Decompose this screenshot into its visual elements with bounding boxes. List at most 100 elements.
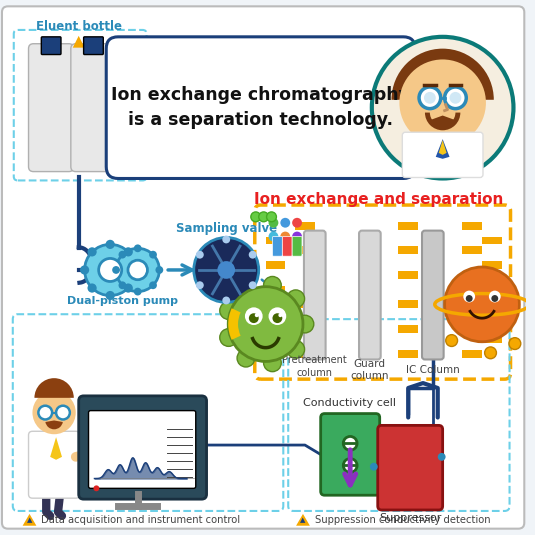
Circle shape [272,313,282,323]
Circle shape [343,458,357,472]
Circle shape [264,354,281,372]
Circle shape [228,287,303,362]
Bar [265,236,285,244]
Bar [462,271,482,279]
Circle shape [220,302,238,319]
Bar [295,246,315,254]
Circle shape [449,92,461,104]
Bar [462,325,482,333]
Circle shape [370,463,378,471]
Circle shape [269,307,286,325]
Text: Guard
column: Guard column [350,359,389,381]
Text: Data acquisition and instrument control: Data acquisition and instrument control [41,515,240,525]
Circle shape [509,338,521,349]
Circle shape [266,212,277,222]
Bar [265,261,285,269]
Circle shape [287,340,304,358]
Bar [399,350,418,357]
Circle shape [463,291,475,302]
Polygon shape [50,437,62,460]
Circle shape [249,313,259,323]
Circle shape [196,251,204,258]
Circle shape [269,232,278,241]
Bar [462,246,482,254]
Polygon shape [73,36,85,48]
Circle shape [223,296,230,304]
Circle shape [124,284,133,293]
Text: Dual-piston pump: Dual-piston pump [67,296,179,307]
Wedge shape [425,112,460,131]
Circle shape [343,437,357,450]
Text: Ion exchange chromatography
is a separation technology.: Ion exchange chromatography is a separat… [111,86,410,129]
Bar [399,325,418,333]
Circle shape [485,347,496,359]
Bar [265,335,285,343]
Circle shape [424,92,436,104]
Circle shape [112,266,120,274]
Polygon shape [22,514,36,526]
Wedge shape [34,378,74,398]
Text: Conductivity cell: Conductivity cell [303,398,396,408]
Bar [399,246,418,254]
Circle shape [296,315,314,333]
Circle shape [251,212,261,222]
Circle shape [149,281,157,289]
Circle shape [128,260,148,280]
Polygon shape [384,98,408,118]
Circle shape [194,238,259,302]
Text: Suppression conductivity detection: Suppression conductivity detection [315,515,491,525]
Bar [482,261,502,269]
FancyBboxPatch shape [83,37,103,55]
Circle shape [149,251,157,258]
Circle shape [223,235,230,243]
Circle shape [259,212,269,222]
Text: Suppressor: Suppressor [379,513,441,523]
Circle shape [116,248,159,292]
FancyBboxPatch shape [71,44,116,172]
FancyBboxPatch shape [320,414,380,495]
Circle shape [438,453,446,461]
Wedge shape [228,308,241,340]
Circle shape [269,218,278,228]
Wedge shape [392,49,494,100]
Circle shape [105,291,115,300]
Polygon shape [439,140,447,155]
Circle shape [124,247,133,256]
Text: ▲: ▲ [27,517,32,523]
Circle shape [255,313,259,317]
Circle shape [131,265,140,274]
Circle shape [372,37,514,179]
Circle shape [278,313,282,317]
Bar [462,301,482,308]
Circle shape [56,406,70,419]
Bar [399,271,418,279]
Bar [295,222,315,230]
Circle shape [292,218,302,228]
Circle shape [105,240,115,249]
Circle shape [419,87,441,109]
FancyBboxPatch shape [2,6,524,529]
Bar [462,222,482,230]
Circle shape [489,291,501,302]
FancyBboxPatch shape [304,231,326,360]
Circle shape [88,284,97,293]
Circle shape [237,349,255,367]
Text: Ion exchange and separation: Ion exchange and separation [254,192,503,207]
Polygon shape [296,514,310,526]
Circle shape [39,406,52,419]
Bar [482,236,502,244]
Circle shape [80,265,89,274]
Bar [265,286,285,294]
FancyBboxPatch shape [272,236,282,256]
Bar [399,222,418,230]
Bar [482,286,502,294]
FancyBboxPatch shape [282,236,292,256]
Circle shape [245,307,263,325]
Circle shape [119,251,126,258]
Circle shape [445,267,519,342]
Text: Software: Software [106,450,170,463]
Circle shape [85,244,136,295]
Circle shape [249,251,257,258]
FancyBboxPatch shape [41,37,61,55]
Circle shape [156,266,163,274]
